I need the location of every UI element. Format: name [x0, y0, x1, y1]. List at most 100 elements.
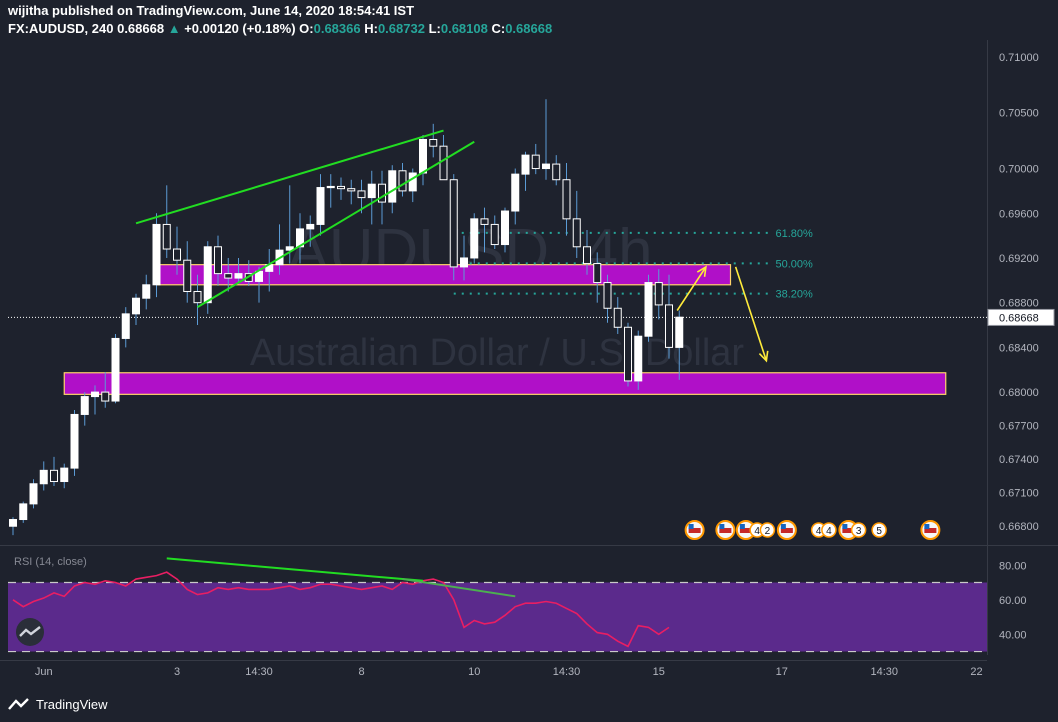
- candle-body: [552, 163, 561, 181]
- time-tick-label: 22: [970, 666, 982, 678]
- change-arrow-icon: ▲: [167, 21, 181, 36]
- fib-level-label: 50.00%: [776, 258, 814, 270]
- high-label: H:: [364, 21, 378, 36]
- candle-body: [326, 185, 335, 189]
- time-tick-label: 15: [653, 666, 665, 678]
- flag-stripe-icon: [739, 528, 752, 533]
- candle-body: [613, 307, 622, 328]
- trendline[interactable]: [196, 140, 475, 309]
- price-pane[interactable]: [8, 40, 987, 543]
- support-resistance-zone[interactable]: [155, 264, 732, 286]
- flag-stripe-icon: [780, 528, 793, 533]
- event-count-label: 5: [876, 526, 882, 537]
- candle-body: [203, 246, 212, 304]
- candle-body: [9, 519, 17, 527]
- candle-body: [603, 282, 612, 309]
- price-tick-label: 0.71000: [999, 52, 1039, 64]
- candle-body: [183, 259, 192, 292]
- footer-branding: TradingView: [8, 694, 108, 714]
- time-tick-label: 14:30: [553, 666, 581, 678]
- trendline[interactable]: [135, 129, 444, 225]
- price-tick-label: 0.66800: [999, 521, 1039, 533]
- candle-body: [511, 173, 520, 212]
- candle-body: [470, 218, 479, 259]
- footer-brand: TradingView: [36, 696, 108, 712]
- candle-body: [50, 469, 58, 483]
- flag-canton-icon: [739, 524, 745, 529]
- arrow-head: [758, 350, 769, 363]
- arrow-line[interactable]: [734, 266, 768, 362]
- current-price-label: 0.68668: [999, 312, 1039, 324]
- candle-body: [634, 335, 643, 382]
- flag-canton-icon: [719, 524, 725, 529]
- candle-body: [367, 183, 376, 199]
- candle-body: [388, 170, 397, 203]
- time-tick-label: 8: [358, 666, 364, 678]
- high-value: 0.68732: [377, 21, 425, 36]
- candle-body: [80, 396, 89, 415]
- price-tick-label: 0.70000: [999, 164, 1039, 176]
- candle-body: [583, 246, 591, 265]
- flag-canton-icon: [924, 524, 930, 529]
- candle-body: [460, 257, 468, 268]
- arrow-line[interactable]: [676, 266, 707, 311]
- candle-body: [132, 297, 140, 315]
- candle-body: [214, 246, 222, 275]
- candle-body: [449, 179, 458, 268]
- time-tick-label: 14:30: [245, 666, 273, 678]
- candle-body: [490, 223, 499, 246]
- candle-body: [624, 326, 632, 382]
- candle-body: [398, 170, 407, 192]
- support-resistance-zone[interactable]: [63, 372, 947, 395]
- price-tick-label: 0.69600: [999, 208, 1039, 220]
- event-count-badge[interactable]: [871, 522, 887, 538]
- candle-body: [337, 185, 345, 190]
- time-tick-label: Jun: [35, 666, 53, 678]
- flag-canton-icon: [780, 524, 786, 529]
- price-tick-label: 0.68400: [999, 342, 1039, 354]
- rsi-line[interactable]: [12, 571, 670, 648]
- price-change: +0.00120 (+0.18%): [184, 21, 296, 36]
- candle-body: [347, 188, 356, 192]
- flag-stripe-icon: [924, 528, 937, 533]
- candle-body: [562, 179, 571, 220]
- time-tick-label: 10: [468, 666, 480, 678]
- candle-body: [501, 210, 509, 246]
- event-count-label: 4: [816, 526, 822, 537]
- low-value: 0.68108: [440, 21, 488, 36]
- time-tick-label: 14:30: [870, 666, 898, 678]
- watermark-name: Australian Dollar / U.S. Dollar: [250, 332, 745, 374]
- candle-body: [531, 154, 540, 170]
- candle-body: [572, 218, 581, 248]
- close-value: 0.68668: [505, 21, 553, 36]
- candle-body: [480, 218, 489, 225]
- fib-level-label: 61.80%: [776, 228, 814, 240]
- candle-body: [152, 223, 161, 286]
- time-tick-label: 3: [174, 666, 180, 678]
- price-tick-label: 0.67700: [999, 421, 1039, 433]
- event-count-label: 4: [826, 526, 832, 537]
- symbol-ohlc-bar: FX:AUDUSD, 240 0.68668 ▲ +0.00120 (+0.18…: [8, 21, 552, 36]
- rsi-trendline[interactable]: [166, 557, 424, 582]
- event-count-badge[interactable]: [850, 522, 867, 538]
- close-label: C:: [491, 21, 506, 36]
- fib-level-label: 38.20%: [776, 289, 814, 301]
- candle-body: [429, 138, 438, 147]
- rsi-trendline[interactable]: [402, 578, 516, 598]
- event-count-badge[interactable]: [759, 522, 776, 538]
- price-tick-label: 0.67100: [999, 488, 1039, 500]
- price-tick-label: 0.70500: [999, 108, 1039, 120]
- candle-body: [121, 313, 130, 339]
- event-count-badge[interactable]: [821, 522, 837, 538]
- candle-body: [665, 304, 673, 348]
- price-tick-label: 0.69200: [999, 253, 1039, 265]
- rsi-tick-label: 40.00: [999, 629, 1027, 641]
- candle-body: [357, 190, 366, 199]
- candle-body: [644, 282, 653, 337]
- candle-body: [234, 273, 243, 279]
- candle-body: [39, 469, 48, 485]
- candle-body: [378, 183, 386, 203]
- flag-canton-icon: [842, 524, 848, 529]
- tradingview-logo-icon: [8, 698, 29, 710]
